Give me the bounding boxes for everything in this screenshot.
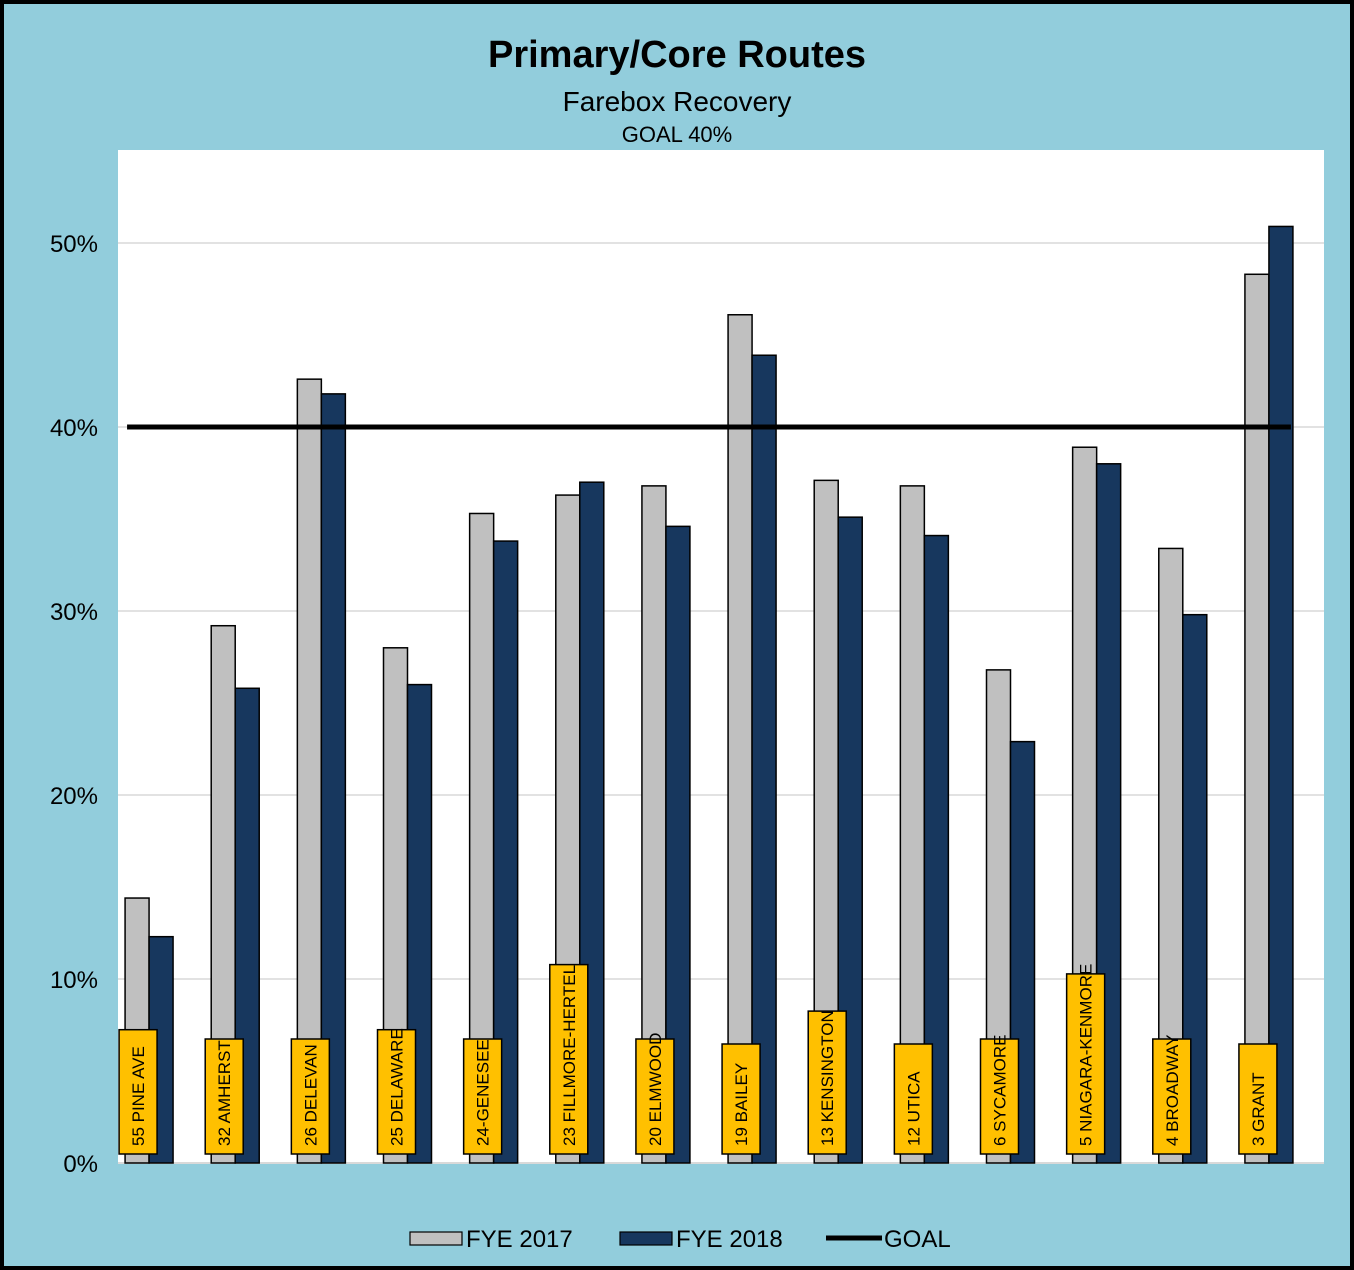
category-label: 12 UTICA [904,1071,923,1146]
y-tick-label: 40% [50,415,98,442]
category-label: 19 BAILEY [732,1063,751,1146]
category-label: 32 AMHERST [215,1040,234,1146]
legend-swatch-fye-2017 [410,1232,462,1245]
bar-fye-2017 [1245,274,1269,1163]
category-label: 20 ELMWOOD [646,1033,665,1146]
category-label: 13 KENSINGTON [818,1010,837,1146]
y-tick-label: 20% [50,783,98,810]
y-tick-label: 30% [50,599,98,626]
y-tick-label: 50% [50,231,98,258]
y-tick-label: 0% [63,1151,98,1178]
category-label: 4 BROADWAY [1163,1035,1182,1146]
bar-fye-2018 [1269,226,1293,1163]
legend-swatch-fye-2018 [620,1232,672,1245]
category-label: 5 NIAGARA-KENMORE [1077,964,1096,1146]
category-label: 6 SYCAMORE [991,1035,1010,1146]
category-label: 26 DELEVAN [301,1044,320,1146]
legend-label-goal: GOAL [884,1226,951,1253]
y-tick-label: 10% [50,967,98,994]
category-label: 55 PINE AVE [129,1046,148,1146]
bar-fye-2018 [752,355,776,1163]
legend-label-fye-2018: FYE 2018 [676,1226,783,1253]
category-label: 23 FILLMORE-HERTEL [560,965,579,1146]
category-label: 25 DELAWARE [388,1028,407,1146]
legend-label-fye-2017: FYE 2017 [466,1226,573,1253]
bar-fye-2017 [728,315,752,1163]
category-label: 3 GRANT [1249,1072,1268,1146]
category-label: 24-GENESEE [474,1039,493,1146]
